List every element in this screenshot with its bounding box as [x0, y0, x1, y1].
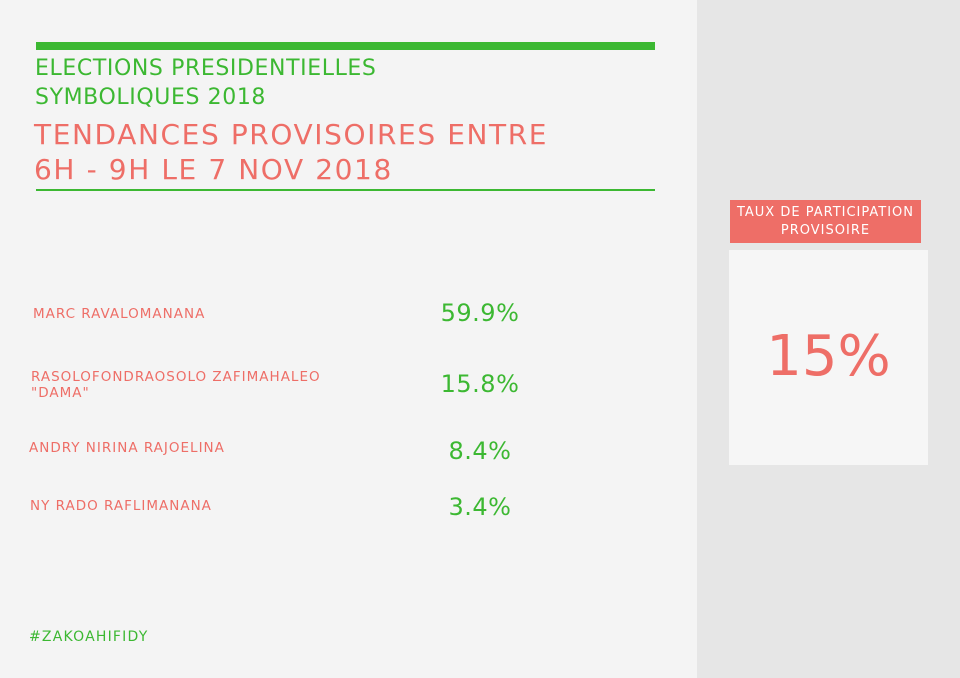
page-title-line-1: ELECTIONS PRESIDENTIELLES [35, 56, 377, 81]
header-bottom-rule [36, 189, 655, 191]
candidate-percent: 59.9% [440, 299, 520, 327]
page-subtitle-line-1: TENDANCES PROVISOIRES ENTRE [34, 118, 549, 151]
candidate-name: RASOLOFONDRAOSOLO ZAFIMAHALEO "DAMA" [31, 369, 361, 401]
candidate-name: ANDRY NIRINA RAJOELINA [29, 440, 359, 456]
hashtag: #ZAKOAHIFIDY [29, 629, 149, 645]
page-subtitle-line-2: 6H - 9H LE 7 NOV 2018 [34, 153, 393, 186]
page-title: ELECTIONS PRESIDENTIELLES SYMBOLIQUES 20… [35, 54, 655, 112]
header-top-rule [36, 42, 655, 50]
participation-card: 15% [729, 250, 928, 465]
candidate-name-line-1: RASOLOFONDRAOSOLO ZAFIMAHALEO [31, 369, 321, 385]
candidate-name-line-2: "DAMA" [31, 385, 90, 401]
candidate-name: MARC RAVALOMANANA [33, 306, 363, 322]
candidate-name-line-1: ANDRY NIRINA RAJOELINA [29, 440, 225, 456]
candidate-percent: 15.8% [440, 370, 520, 398]
candidate-percent: 8.4% [448, 437, 512, 465]
results-panel: ELECTIONS PRESIDENTIELLES SYMBOLIQUES 20… [29, 42, 655, 645]
participation-label-line-2: PROVISOIRE [780, 222, 871, 238]
candidate-percent: 3.4% [448, 493, 512, 521]
candidate-name-line-1: NY RADO RAFLIMANANA [30, 498, 212, 514]
participation-value: 15% [766, 324, 891, 389]
participation-label-line-1: TAUX DE PARTICIPATION [736, 204, 915, 220]
page-title-line-2: SYMBOLIQUES 2018 [35, 85, 267, 110]
candidate-name: NY RADO RAFLIMANANA [30, 498, 360, 514]
participation-label: TAUX DE PARTICIPATION PROVISOIRE [730, 200, 921, 243]
candidate-name-line-1: MARC RAVALOMANANA [33, 306, 206, 322]
page-subtitle: TENDANCES PROVISOIRES ENTRE 6H - 9H LE 7… [34, 117, 654, 187]
